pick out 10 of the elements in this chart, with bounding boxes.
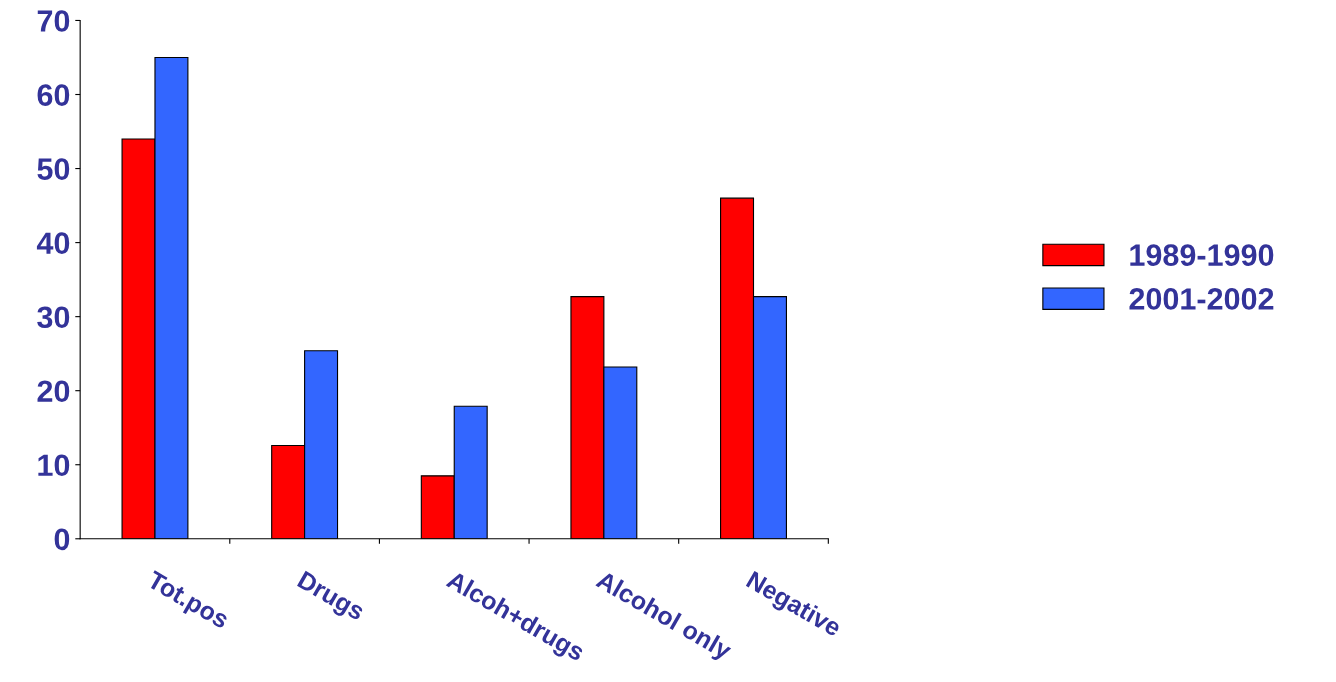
legend-label: 1989-1990 [1130,244,1274,266]
y-tick-label: 40 [36,232,70,254]
y-tick-label: 0 [54,528,70,551]
y-tick-label: 10 [38,454,70,477]
y-tick-label: 60 [37,84,70,106]
y-tick-label: 30 [37,306,70,329]
y-tick-label: 20 [37,380,70,403]
y-tick-label: 50 [37,158,70,180]
y-tick-label: 70 [37,10,70,32]
legend-label: 2001-2002 [1129,288,1274,310]
